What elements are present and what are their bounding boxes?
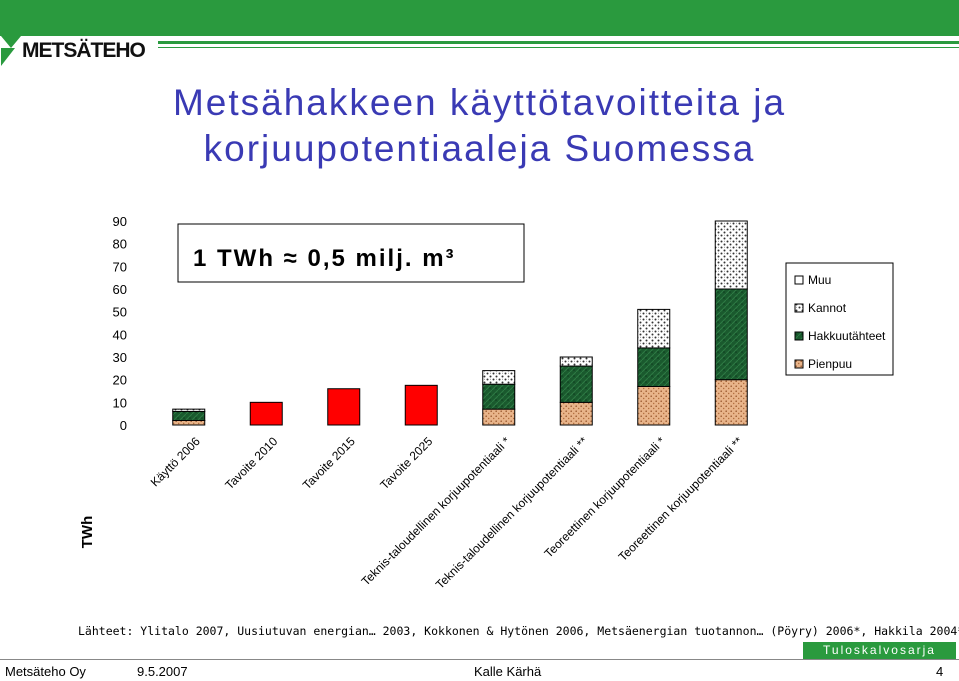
x-tick-label: Teknis-taloudellinen korjuupotentiaali *… <box>433 434 591 592</box>
legend-swatch <box>794 303 804 313</box>
top-band <box>0 0 959 36</box>
bars <box>172 220 748 426</box>
stacked-bar-chart: 0 10 20 30 40 50 60 70 80 90 TWh Käyttö 2006 Tavoi… <box>79 214 894 592</box>
bar-segment <box>714 379 748 426</box>
bar-segment <box>172 408 206 412</box>
x-tick-label: Teknis-taloudellinen korjuupotentiaali * <box>359 434 513 588</box>
page-title-line-1: Metsähakkeen käyttötavoitteita ja <box>172 82 787 123</box>
logo-mark-icon <box>1 36 21 66</box>
logo-row: METSÄTEHO <box>0 36 959 70</box>
legend-label: Hakkuutähteet <box>808 329 886 343</box>
x-tick-label: Tavoite 2025 <box>377 434 435 492</box>
bar-segment <box>637 308 671 349</box>
legend-swatch <box>794 359 804 369</box>
y-tick-label: 80 <box>113 237 127 252</box>
logo-text: METSÄTEHO <box>22 39 146 62</box>
y-tick-label: 70 <box>113 259 127 274</box>
bar-segment <box>559 356 593 367</box>
bar-segment <box>482 370 516 385</box>
legend-label: Muu <box>808 273 831 287</box>
footer-rule <box>0 659 959 660</box>
sources-text: Lähteet: Ylitalo 2007, Uusiutuvan energi… <box>78 624 959 638</box>
y-tick-label: 90 <box>113 214 127 229</box>
footer-page-number: 4 <box>936 664 944 679</box>
y-tick-label: 30 <box>113 350 127 365</box>
y-tick-label: 20 <box>113 373 127 388</box>
x-tick-label: Teoreettinen korjuupotentiaali ** <box>616 434 746 564</box>
bar-segment <box>714 288 748 381</box>
legend-label: Kannot <box>808 301 847 315</box>
bar-segment <box>172 410 206 421</box>
x-tick-label: Tavoite 2015 <box>300 434 358 492</box>
legend: Muu Kannot Hakkuutähteet Pienpuu <box>785 262 894 376</box>
logo-rule-thin <box>158 47 959 48</box>
x-axis-labels: Käyttö 2006 Tavoite 2010 Tavoite 2015 Tavoi… <box>148 434 746 592</box>
bar-segment <box>637 385 671 426</box>
footer-date: 9.5.2007 <box>137 664 188 679</box>
legend-swatch <box>794 275 804 285</box>
bar-segment <box>404 384 438 426</box>
y-tick-label: 60 <box>113 282 127 297</box>
series-badge: Tuloskalvosarja <box>803 642 956 659</box>
bar-segment <box>714 220 748 290</box>
y-tick-label: 0 <box>120 418 127 433</box>
legend-label: Pienpuu <box>808 357 852 371</box>
bar-segment <box>482 383 516 410</box>
x-tick-label: Tavoite 2010 <box>222 434 280 492</box>
page-title-line-2: korjuupotentiaaleja Suomessa <box>203 128 756 169</box>
y-tick-label: 10 <box>113 395 127 410</box>
bar-segment <box>482 408 516 426</box>
y-tick-label: 50 <box>113 305 127 320</box>
footer-author: Kalle Kärhä <box>474 664 542 679</box>
bar-segment <box>249 401 283 426</box>
y-tick-label: 40 <box>113 327 127 342</box>
conversion-frame <box>177 223 525 283</box>
logo-rule <box>158 41 959 44</box>
conversion-box: 1 TWh ≈ 0,5 milj. m³ <box>177 223 525 283</box>
y-axis: 0 10 20 30 40 50 60 70 80 90 <box>113 214 127 433</box>
x-tick-label: Käyttö 2006 <box>148 434 203 489</box>
bar-segment <box>559 401 593 426</box>
legend-frame <box>785 262 894 376</box>
bar-segment <box>637 347 671 387</box>
footer-org: Metsäteho Oy <box>5 664 86 679</box>
conversion-text: 1 TWh ≈ 0,5 milj. m³ <box>193 245 456 272</box>
bar-segment <box>559 365 593 403</box>
y-axis-label: TWh <box>79 516 96 548</box>
bar-segment <box>172 419 206 426</box>
bar-segment <box>327 388 361 426</box>
legend-swatch <box>794 331 804 341</box>
